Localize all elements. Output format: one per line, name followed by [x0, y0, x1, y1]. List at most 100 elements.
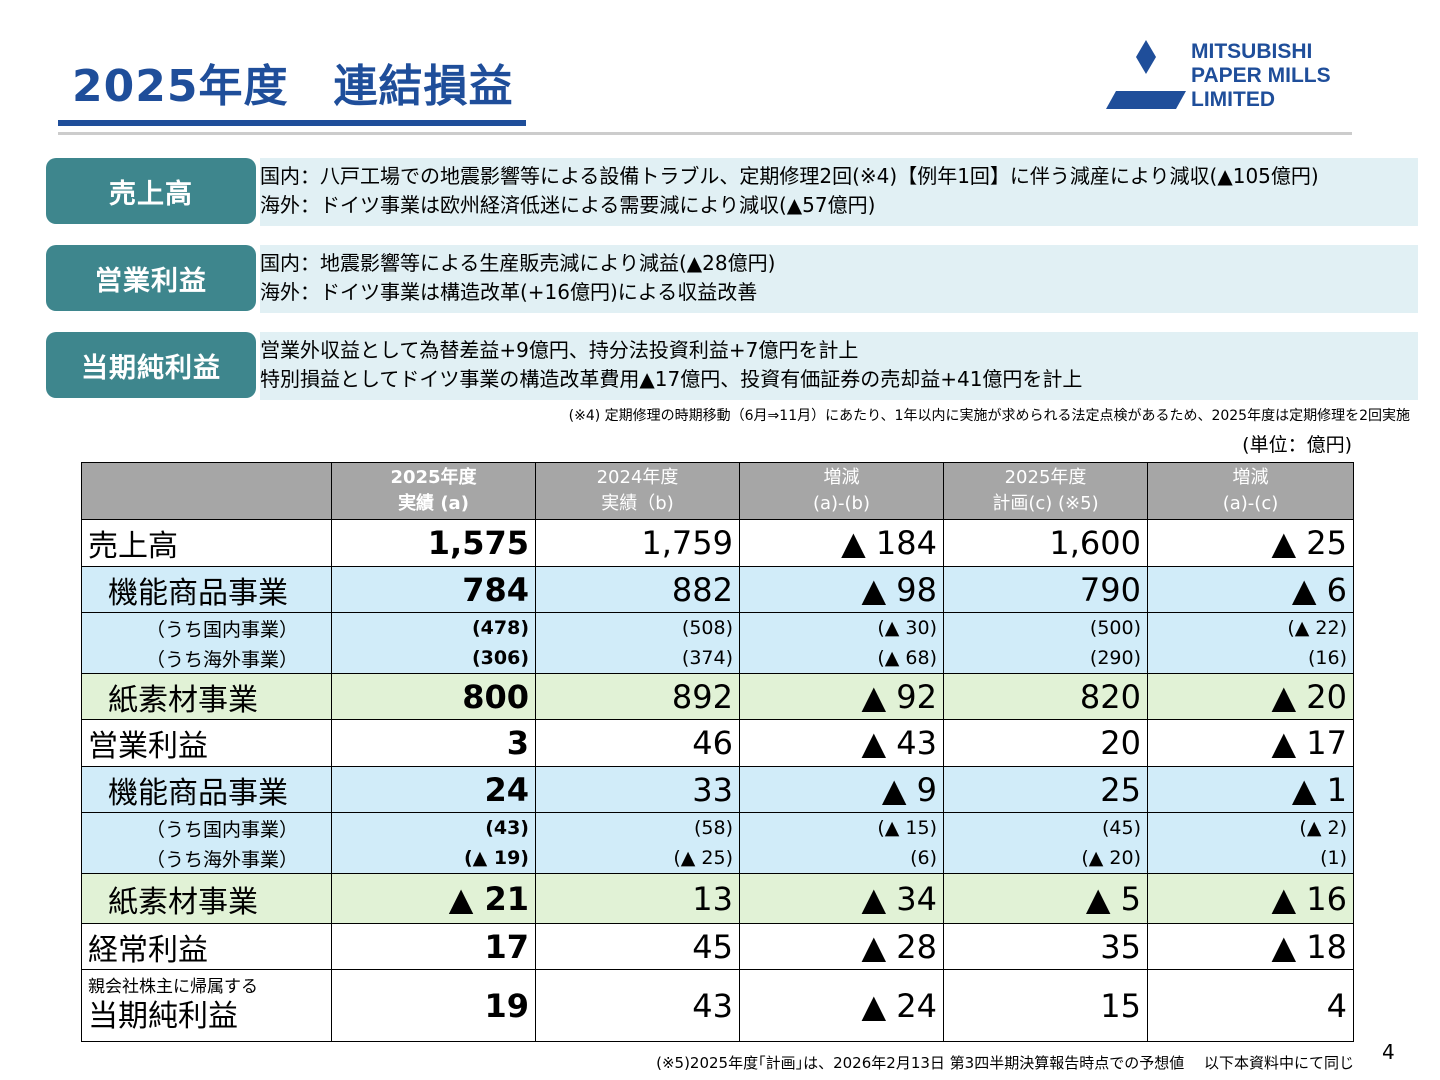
- row-label-cell: 親会社株主に帰属する 当期純利益: [81, 969, 332, 1042]
- cell: (290): [943, 643, 1148, 674]
- row-label: 紙素材事業: [81, 673, 332, 720]
- cell: ▲ 43: [739, 719, 944, 767]
- cell: ▲ 98: [739, 566, 944, 613]
- cell: (▲ 25): [535, 843, 740, 874]
- table-row: 経常利益 17 45 ▲ 28 35 ▲ 18: [81, 923, 1354, 970]
- header-empty: [81, 462, 332, 520]
- row-label: （うち国内事業）: [146, 818, 299, 841]
- page-title: 2025年度 連結損益: [72, 61, 514, 112]
- cell: (478): [331, 612, 536, 643]
- header-2024-actual: 2024年度 実績（b): [535, 462, 740, 520]
- three-diamonds-icon: [1106, 40, 1186, 109]
- cell: 33: [535, 766, 740, 813]
- section-line: 国内：地震影響等による生産販売減により減益(▲28億円): [260, 251, 776, 275]
- cell: 1,575: [331, 519, 536, 567]
- row-label: （うち海外事業）: [146, 848, 299, 871]
- logo-text: MITSUBISHI PAPER MILLS LIMITED: [1191, 40, 1331, 112]
- cell: (508): [535, 612, 740, 643]
- table-row: （うち海外事業） (306) (374) (▲ 68) (290) (16): [81, 643, 1354, 674]
- cell: (374): [535, 643, 740, 674]
- row-label-cell: （うち海外事業）: [81, 643, 332, 674]
- cell: (16): [1147, 643, 1354, 674]
- table-row: （うち国内事業） (478) (508) (▲ 30) (500) (▲ 22): [81, 612, 1354, 643]
- cell: (306): [331, 643, 536, 674]
- cell: (500): [943, 612, 1148, 643]
- table-header-row: 2025年度 実績 (a) 2024年度 実績（b) 増減 (a)-(b) 2025年…: [81, 462, 1354, 520]
- logo-line-1: MITSUBISHI: [1191, 40, 1313, 63]
- header-change-ab: 増減 (a)-(b): [739, 462, 944, 520]
- cell: (▲ 15): [739, 812, 944, 843]
- row-label-cell: （うち海外事業）: [81, 843, 332, 874]
- cell: ▲ 5: [943, 873, 1148, 924]
- cell: ▲ 184: [739, 519, 944, 567]
- cell: ▲ 9: [739, 766, 944, 813]
- header-2025-plan: 2025年度 計画(c) (※5): [943, 462, 1148, 520]
- logo-line-3: LIMITED: [1191, 88, 1275, 111]
- cell: 13: [535, 873, 740, 924]
- cell: 882: [535, 566, 740, 613]
- table-row: 機能商品事業 784 882 ▲ 98 790 ▲ 6: [81, 566, 1354, 613]
- row-label: 紙素材事業: [81, 873, 332, 924]
- cell: ▲ 17: [1147, 719, 1354, 767]
- cell: 45: [535, 923, 740, 970]
- section-line: 海外：ドイツ事業は構造改革(+16億円)による収益改善: [260, 280, 758, 304]
- cell: 46: [535, 719, 740, 767]
- cell: 43: [535, 969, 740, 1042]
- cell: (45): [943, 812, 1148, 843]
- cell: 19: [331, 969, 536, 1042]
- cell: ▲ 20: [1147, 673, 1354, 720]
- section-line: 営業外収益として為替差益+9億円、持分法投資利益+7億円を計上: [260, 338, 859, 362]
- section-line: 海外：ドイツ事業は欧州経済低迷による需要減により減収(▲57億円): [260, 193, 876, 217]
- header-divider: [58, 132, 1352, 135]
- cell: 784: [331, 566, 536, 613]
- cell: 3: [331, 719, 536, 767]
- section-body: 国内：八戸工場での地震影響等による設備トラブル、定期修理2回(※4)【例年1回】…: [260, 158, 1418, 226]
- section-label: 営業利益: [46, 245, 256, 311]
- cell: ▲ 6: [1147, 566, 1354, 613]
- cell: (58): [535, 812, 740, 843]
- cell: 24: [331, 766, 536, 813]
- company-logo: MITSUBISHI PAPER MILLS LIMITED: [1106, 40, 1346, 114]
- cell: 35: [943, 923, 1148, 970]
- cell: 4: [1147, 969, 1354, 1042]
- row-label: 営業利益: [81, 719, 332, 767]
- cell: (▲ 22): [1147, 612, 1354, 643]
- cell: ▲ 18: [1147, 923, 1354, 970]
- cell: 25: [943, 766, 1148, 813]
- cell: (▲ 2): [1147, 812, 1354, 843]
- page-number: 4: [1382, 1040, 1395, 1064]
- consolidated-pl-table: 2025年度 実績 (a) 2024年度 実績（b) 増減 (a)-(b) 2025年…: [81, 462, 1354, 1042]
- table-row: （うち海外事業） (▲ 19) (▲ 25) (6) (▲ 20) (1): [81, 843, 1354, 874]
- row-label: 機能商品事業: [81, 766, 332, 813]
- cell: (43): [331, 812, 536, 843]
- row-label: 当期純利益: [88, 998, 238, 1034]
- cell: (6): [739, 843, 944, 874]
- cell: 15: [943, 969, 1148, 1042]
- table-row: 親会社株主に帰属する 当期純利益 19 43 ▲ 24 15 4: [81, 969, 1354, 1042]
- row-label-small: 親会社株主に帰属する: [88, 976, 258, 997]
- cell: (▲ 19): [331, 843, 536, 874]
- row-label-cell: （うち国内事業）: [81, 812, 332, 843]
- row-label: （うち海外事業）: [146, 648, 299, 671]
- footnote-5: (※5)2025年度｢計画｣は、2026年2月13日 第3四半期決算報告時点での…: [656, 1054, 1354, 1072]
- table-row: 機能商品事業 24 33 ▲ 9 25 ▲ 1: [81, 766, 1354, 813]
- cell: 1,600: [943, 519, 1148, 567]
- cell: ▲ 24: [739, 969, 944, 1042]
- section-body: 営業外収益として為替差益+9億円、持分法投資利益+7億円を計上 特別損益としてド…: [260, 332, 1418, 400]
- header-2025-actual: 2025年度 実績 (a): [331, 462, 536, 520]
- cell: ▲ 28: [739, 923, 944, 970]
- cell: (▲ 30): [739, 612, 944, 643]
- cell: 1,759: [535, 519, 740, 567]
- cell: ▲ 34: [739, 873, 944, 924]
- table-row: 紙素材事業 ▲ 21 13 ▲ 34 ▲ 5 ▲ 16: [81, 873, 1354, 924]
- cell: 892: [535, 673, 740, 720]
- table-row: 営業利益 3 46 ▲ 43 20 ▲ 17: [81, 719, 1354, 767]
- section-label: 売上高: [46, 158, 256, 224]
- section-line: 国内：八戸工場での地震影響等による設備トラブル、定期修理2回(※4)【例年1回】…: [260, 164, 1319, 188]
- title-underline: [58, 120, 526, 126]
- table-row: （うち国内事業） (43) (58) (▲ 15) (45) (▲ 2): [81, 812, 1354, 843]
- cell: (▲ 68): [739, 643, 944, 674]
- row-label: 機能商品事業: [81, 566, 332, 613]
- section-line: 特別損益としてドイツ事業の構造改革費用▲17億円、投資有価証券の売却益+41億円…: [260, 367, 1083, 391]
- table-row: 紙素材事業 800 892 ▲ 92 820 ▲ 20: [81, 673, 1354, 720]
